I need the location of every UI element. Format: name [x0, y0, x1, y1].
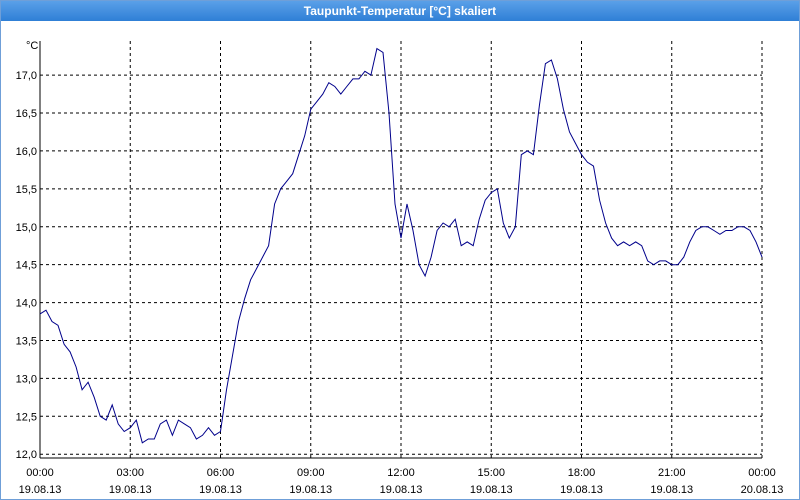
y-tick-label: 16,5	[16, 108, 37, 120]
y-tick-label: 14,0	[16, 298, 37, 310]
x-tick-time: 00:00	[748, 467, 776, 479]
y-tick-label: 15,0	[16, 222, 37, 234]
x-tick-time: 18:00	[568, 467, 596, 479]
x-tick-date: 19.08.13	[650, 484, 693, 496]
x-tick-date: 19.08.13	[109, 484, 152, 496]
y-tick-label: 13,5	[16, 335, 37, 347]
x-tick-time: 21:00	[658, 467, 686, 479]
y-tick-label: 14,5	[16, 260, 37, 272]
x-tick-date: 20.08.13	[741, 484, 784, 496]
y-tick-label: 16,0	[16, 146, 37, 158]
x-tick-date: 19.08.13	[289, 484, 332, 496]
x-tick-time: 09:00	[297, 467, 325, 479]
x-tick-date: 19.08.13	[199, 484, 242, 496]
line-chart: 12,0 12,5 13,0 13,5 14,0 14,5 15,0 15,5 16,0 16,5…	[16, 40, 784, 496]
y-tick-label: 13,0	[16, 373, 37, 385]
x-tick-date: 19.08.13	[380, 484, 423, 496]
y-tick-label: 12,0	[16, 449, 37, 461]
chart-title: Taupunkt-Temperatur [°C] skaliert	[1, 1, 799, 21]
x-tick-time: 03:00	[116, 467, 144, 479]
x-tick-time: 15:00	[477, 467, 505, 479]
y-axis-unit-label: °C	[26, 40, 38, 52]
x-tick-time: 00:00	[26, 467, 54, 479]
x-tick-date: 19.08.13	[19, 484, 62, 496]
x-tick-date: 19.08.13	[470, 484, 513, 496]
y-tick-label: 15,5	[16, 184, 37, 196]
x-tick-time: 12:00	[387, 467, 415, 479]
x-tick-date: 19.08.13	[560, 484, 603, 496]
y-tick-label: 17,0	[16, 70, 37, 82]
x-tick-time: 06:00	[207, 467, 235, 479]
series-line	[39, 47, 763, 444]
y-tick-label: 12,5	[16, 411, 37, 423]
